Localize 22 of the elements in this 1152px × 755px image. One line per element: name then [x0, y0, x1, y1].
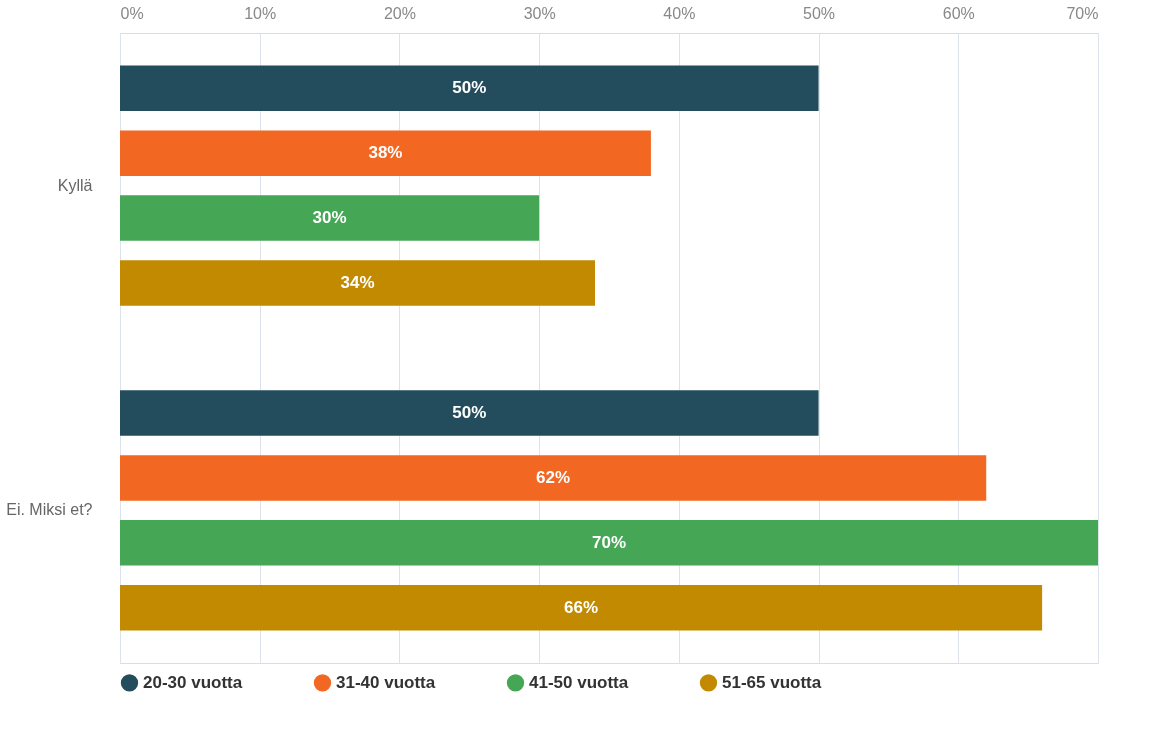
- x-tick-label: 40%: [663, 4, 696, 22]
- legend-label: 41-50 vuotta: [529, 672, 629, 692]
- x-tick-label: 50%: [803, 4, 836, 22]
- x-tick-label: 70%: [1066, 4, 1099, 22]
- y-tick-label: Kyllä: [57, 176, 93, 194]
- x-tick-label: 60%: [942, 4, 975, 22]
- data-label: 62%: [536, 467, 571, 487]
- y-tick-label: Ei. Miksi et?: [6, 501, 93, 519]
- data-label: 38%: [368, 143, 403, 163]
- data-label: 66%: [564, 597, 599, 617]
- data-label: 50%: [452, 78, 487, 98]
- legend-label: 31-40 vuotta: [336, 672, 436, 692]
- data-label: 70%: [591, 532, 627, 552]
- data-label: 34%: [340, 273, 375, 293]
- data-label: 30%: [312, 208, 347, 228]
- x-tick-label: 10%: [244, 4, 277, 22]
- legend-label: 51-65 vuotta: [722, 672, 822, 692]
- x-tick-label: 20%: [383, 4, 416, 22]
- legend-label: 20-30 vuotta: [143, 672, 243, 692]
- x-tick-label: 30%: [523, 4, 556, 22]
- data-label: 50%: [452, 402, 487, 422]
- x-tick-label: 0%: [120, 4, 144, 22]
